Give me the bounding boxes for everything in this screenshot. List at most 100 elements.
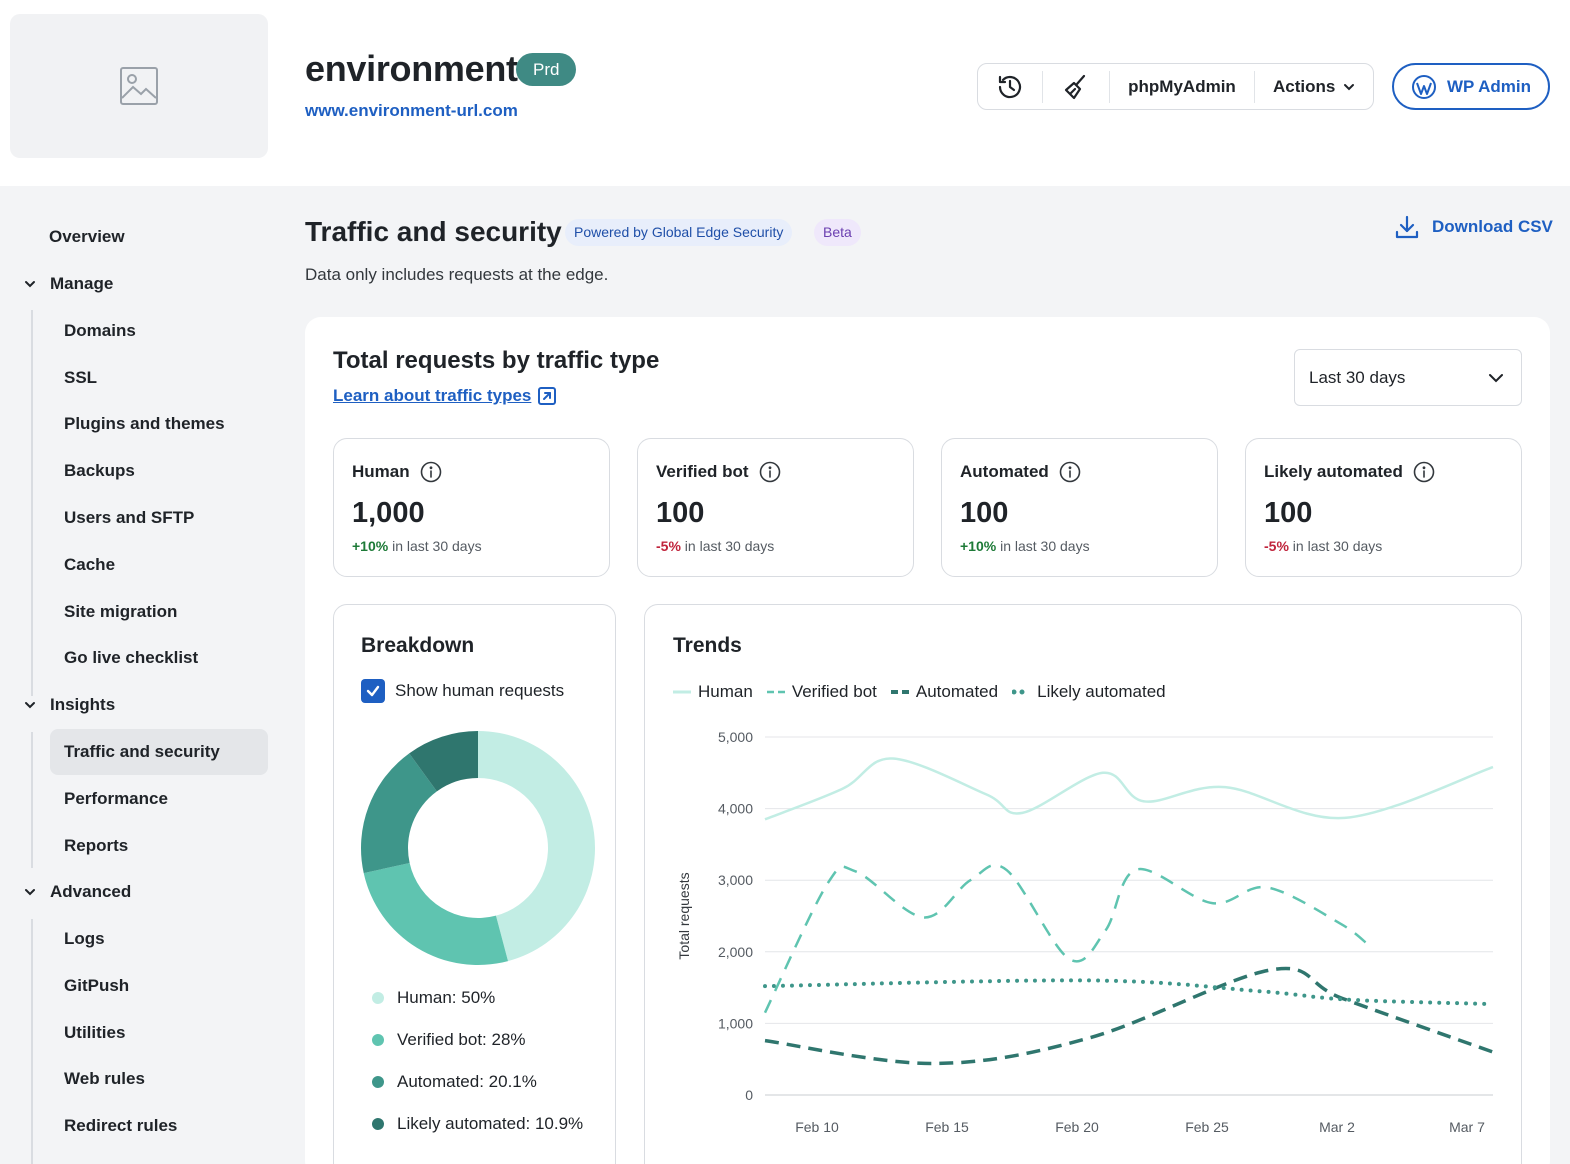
download-icon: [1395, 215, 1419, 239]
clear-cache-button[interactable]: [1043, 64, 1109, 109]
sidebar-group-manage[interactable]: Manage: [22, 274, 113, 294]
stat-card-human: Human 1,000 +10% in last 30 days: [333, 438, 610, 577]
info-icon[interactable]: [420, 461, 442, 483]
wp-admin-button[interactable]: WP Admin: [1392, 63, 1550, 110]
sidebar-item-users-sftp[interactable]: Users and SFTP: [64, 508, 195, 527]
toolbar-divider: [1108, 70, 1110, 103]
chevron-down-icon: [1489, 373, 1503, 382]
date-range-value: Last 30 days: [1309, 367, 1406, 387]
legend-label: Likely automated: 10.9%: [397, 1114, 584, 1133]
donut-slice-automated: [361, 753, 437, 874]
download-csv-label: Download CSV: [1432, 217, 1553, 236]
trends-title: Trends: [673, 634, 742, 657]
date-range-select[interactable]: Last 30 days: [1294, 349, 1522, 406]
stat-delta-value: +10%: [960, 538, 997, 554]
sidebar-item-backups[interactable]: Backups: [64, 461, 135, 480]
chevron-down-icon: [25, 702, 35, 709]
sidebar-active-highlight: [50, 729, 268, 775]
x-tick-label: Feb 15: [925, 1119, 969, 1135]
stat-value: 100: [656, 497, 705, 529]
stat-delta-suffix: in last 30 days: [392, 538, 482, 554]
environment-type-badge: Prd: [516, 53, 577, 86]
sidebar-item-traffic-security[interactable]: Traffic and security: [64, 742, 220, 761]
environment-header: environment Prd www.environment-url.com …: [0, 0, 1570, 186]
stat-label-text: Human: [352, 462, 410, 481]
powered-by-badge: Powered by Global Edge Security: [565, 219, 793, 246]
card-title: Total requests by traffic type: [333, 347, 660, 374]
sidebar-item-performance[interactable]: Performance: [64, 789, 168, 808]
sidebar-group-insights[interactable]: Insights: [22, 695, 115, 715]
stat-delta-value: +10%: [352, 538, 389, 554]
breakdown-donut-chart: [361, 731, 595, 965]
breakdown-legend-automated: Automated: 20.1%: [372, 1072, 537, 1092]
sidebar-nav: Overview Manage Domains SSL Plugins and …: [0, 186, 290, 1164]
learn-traffic-types-link[interactable]: Learn about traffic types: [333, 386, 557, 406]
sidebar-item-domains[interactable]: Domains: [64, 321, 136, 340]
legend-label: Automated: [915, 682, 999, 701]
legend-label: Likely automated: [1037, 682, 1166, 701]
sidebar-group-advanced[interactable]: Advanced: [22, 882, 131, 902]
info-icon[interactable]: [1059, 461, 1081, 483]
page-title: Traffic and security: [305, 216, 562, 247]
legend-swatch: [890, 690, 909, 694]
history-icon: [998, 75, 1022, 98]
trends-panel: [644, 604, 1522, 1164]
sidebar-item-site-migration[interactable]: Site migration: [64, 602, 178, 621]
sidebar-item-web-rules[interactable]: Web rules: [64, 1069, 145, 1088]
sidebar-item-logs[interactable]: Logs: [64, 929, 105, 948]
legend-label: Human: [698, 682, 753, 701]
insights-group-line: [31, 732, 33, 868]
stat-value: 100: [960, 497, 1009, 529]
stat-delta: +10% in last 30 days: [352, 538, 482, 554]
sidebar-item-overview[interactable]: Overview: [49, 227, 125, 246]
donut-slice-likely-automated: [409, 731, 478, 792]
sidebar-item-utilities[interactable]: Utilities: [64, 1023, 126, 1042]
stat-delta-suffix: in last 30 days: [1000, 538, 1090, 554]
sidebar-group-label: Insights: [50, 695, 116, 714]
legend-label: Human: 50%: [397, 988, 496, 1007]
legend-dot: [372, 1118, 384, 1130]
show-human-checkbox[interactable]: [361, 679, 385, 703]
series-line-automated: [764, 966, 1494, 1066]
sidebar-item-go-live-checklist[interactable]: Go live checklist: [64, 648, 199, 667]
stat-delta: -5% in last 30 days: [656, 538, 774, 554]
x-tick-label: Feb 20: [1055, 1119, 1099, 1135]
trends-legend-human: Human: [673, 682, 753, 702]
environment-toolbar: phpMyAdmin Actions: [977, 63, 1374, 110]
chevron-down-icon: [25, 889, 35, 896]
download-csv-button[interactable]: Download CSV: [1394, 214, 1553, 240]
sidebar-item-ssl[interactable]: SSL: [64, 368, 98, 387]
sidebar-group-label: Manage: [50, 274, 114, 293]
y-tick-label: 1,000: [718, 1015, 753, 1031]
phpmyadmin-button[interactable]: phpMyAdmin: [1128, 76, 1236, 96]
sidebar-item-plugins-themes[interactable]: Plugins and themes: [64, 414, 225, 433]
history-button[interactable]: [978, 64, 1042, 109]
sidebar-item-gitpush[interactable]: GitPush: [64, 976, 130, 995]
trends-legend-verified-bot: Verified bot: [766, 682, 877, 702]
sidebar-item-cache[interactable]: Cache: [64, 555, 116, 574]
breakdown-legend-human: Human: 50%: [372, 988, 495, 1008]
broom-icon: [1064, 74, 1085, 99]
info-icon[interactable]: [1413, 461, 1435, 483]
y-tick-label: 5,000: [718, 729, 753, 745]
sidebar-item-reports[interactable]: Reports: [64, 836, 129, 855]
toolbar-divider: [1041, 70, 1043, 103]
trends-legend-automated: Automated: [890, 682, 999, 702]
trends-line-chart: 0 1,000 2,000 3,000 4,000 5,000 Feb 10 Feb 15 Fe…: [676, 729, 1495, 1135]
environment-url-link[interactable]: www.environment-url.com: [305, 101, 518, 120]
stat-value: 1,000: [352, 497, 425, 529]
stat-label-text: Likely automated: [1264, 462, 1403, 481]
breakdown-legend-likely-automated: Likely automated: 10.9%: [372, 1114, 583, 1134]
info-icon[interactable]: [759, 461, 781, 483]
y-tick-label: 3,000: [718, 872, 753, 888]
wordpress-icon: [1411, 74, 1436, 99]
stat-label: Likely automated: [1264, 461, 1435, 483]
show-human-toggle[interactable]: Show human requests: [361, 679, 564, 703]
legend-dot: [372, 1076, 384, 1088]
chevron-down-icon: [1344, 83, 1355, 90]
stat-delta: +10% in last 30 days: [960, 538, 1090, 554]
actions-dropdown[interactable]: Actions: [1255, 64, 1373, 109]
series-line-verified-bot: [763, 863, 1369, 1014]
toolbar-divider: [1254, 70, 1256, 103]
sidebar-item-redirect-rules[interactable]: Redirect rules: [64, 1116, 178, 1135]
